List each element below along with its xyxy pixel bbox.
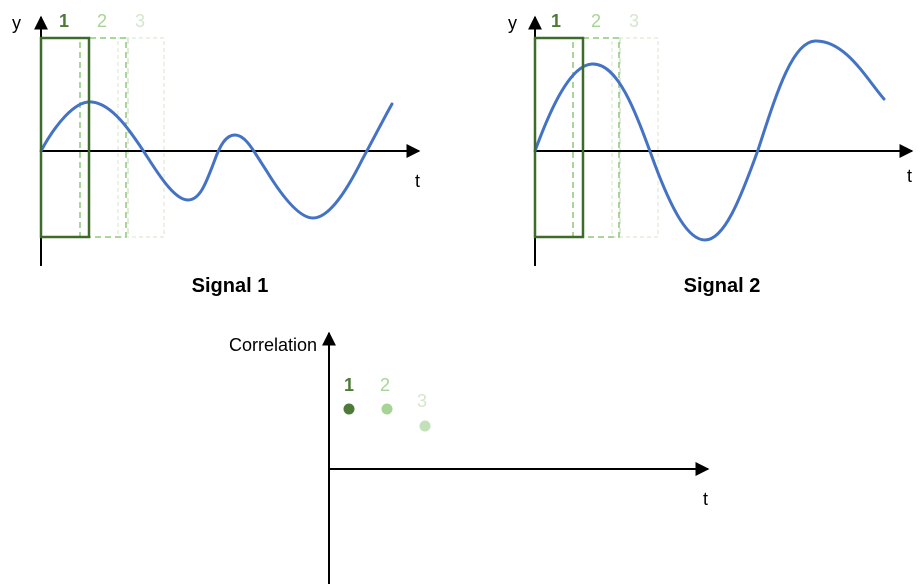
- correlation-panel: Correlation t 1 2 3: [229, 331, 710, 584]
- signal2-y-label: y: [508, 13, 517, 33]
- signal1-window-2: [79, 37, 127, 238]
- signal2-window-1: [533, 36, 585, 239]
- signal2-window-2: [572, 37, 620, 238]
- correlation-point-3: [419, 420, 431, 432]
- correlation-point-label-1: 1: [344, 375, 354, 395]
- signal1-curve: [39, 100, 394, 220]
- signal2-curve: [533, 39, 886, 242]
- signal2-panel: y t 1 2 3 Signal 2: [508, 11, 914, 297]
- correlation-point-1: [343, 403, 355, 415]
- signal1-window-1: [39, 36, 91, 239]
- signal1-window-label-1: 1: [59, 11, 69, 31]
- signal1-window-label-2: 2: [97, 11, 107, 31]
- signal1-panel: y t 1 2 3 Signal 1: [12, 11, 421, 297]
- signal1-t-label: t: [415, 171, 420, 191]
- signal1-window-label-3: 3: [135, 11, 145, 31]
- signal1-y-label: y: [12, 13, 21, 33]
- signal2-title: Signal 2: [684, 275, 761, 297]
- correlation-y-label: Correlation: [229, 335, 317, 355]
- signal2-window-label-3: 3: [629, 11, 639, 31]
- correlation-t-label: t: [703, 489, 708, 509]
- signal2-window-label-1: 1: [551, 11, 561, 31]
- signal2-t-label: t: [907, 166, 912, 186]
- signal1-title: Signal 1: [192, 275, 269, 297]
- correlation-point-label-3: 3: [417, 391, 427, 411]
- correlation-point-label-2: 2: [380, 375, 390, 395]
- correlation-point-2: [381, 403, 393, 415]
- signal2-window-3: [611, 37, 659, 238]
- signal1-window-3: [117, 37, 165, 238]
- signal2-window-label-2: 2: [591, 11, 601, 31]
